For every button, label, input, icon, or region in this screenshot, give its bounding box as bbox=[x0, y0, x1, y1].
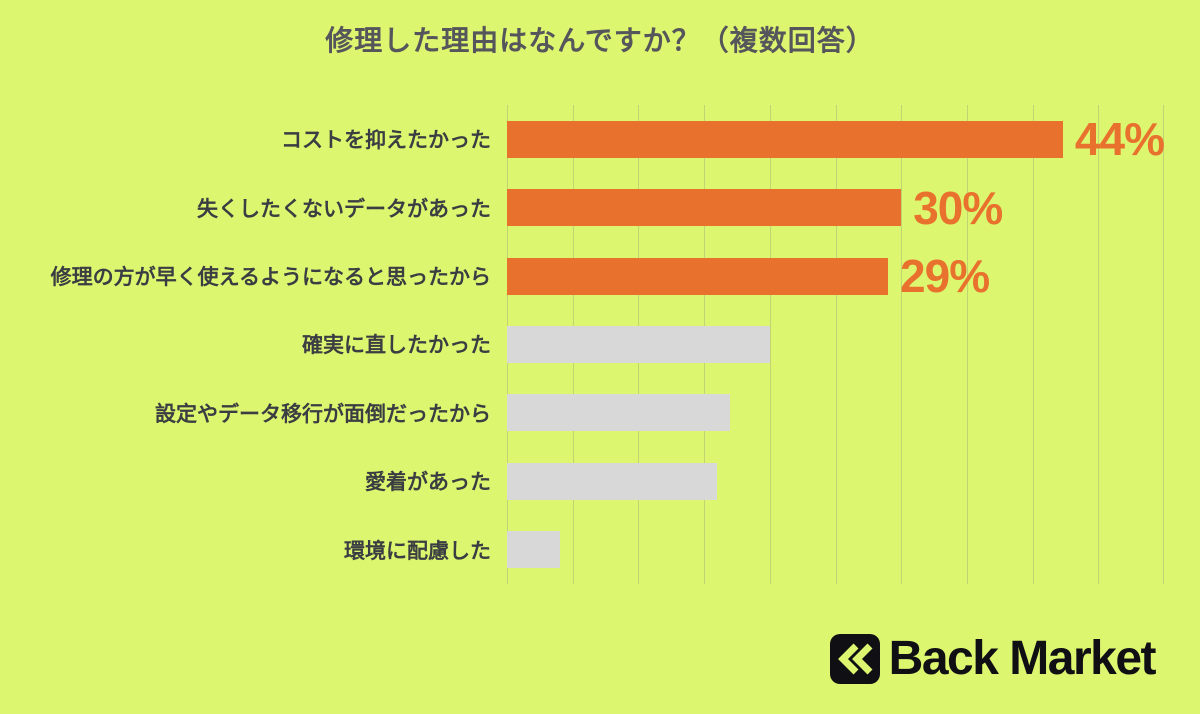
value-label: 44% bbox=[1074, 113, 1165, 166]
chart-title: 修理した理由はなんですか？（複数回答） bbox=[325, 25, 875, 56]
backmarket-logo: Back Market bbox=[829, 632, 1157, 685]
gridline bbox=[1163, 105, 1164, 584]
bar bbox=[507, 325, 770, 363]
chart-rows: コストを抑えたかった 44% 失くしたくないデータがあった 30% 修理の方が早く使える… bbox=[51, 105, 1165, 584]
category-label: 修理の方が早く使えるようになると思ったから bbox=[50, 266, 491, 290]
gridline bbox=[1098, 105, 1100, 584]
category-label: 失くしたくないデータがあった bbox=[197, 197, 491, 221]
bar-chart: コストを抑えたかった 44% 失くしたくないデータがあった 30% 修理の方が早く使える… bbox=[51, 105, 1165, 584]
gridline bbox=[966, 105, 968, 584]
chart-row: コストを抑えたかった 44% bbox=[281, 105, 1165, 173]
chart-row: 失くしたくないデータがあった 30% bbox=[197, 173, 1164, 241]
chart-row: 修理の方が早く使えるようになると思ったから 29% bbox=[51, 242, 1164, 310]
bar bbox=[507, 120, 1063, 158]
gridline bbox=[835, 105, 837, 584]
category-label: 確実に直したかった bbox=[302, 334, 491, 358]
bar bbox=[507, 257, 889, 295]
value-label: 30% bbox=[913, 181, 1003, 234]
bar bbox=[507, 394, 731, 432]
gridline bbox=[769, 105, 771, 584]
category-label: 愛着があった bbox=[365, 471, 491, 495]
logo-text: Back Market bbox=[888, 632, 1157, 685]
bar bbox=[507, 189, 902, 227]
gridline bbox=[901, 105, 903, 584]
bar bbox=[507, 531, 560, 569]
double-chevron-left-icon bbox=[829, 634, 880, 684]
chart-row: 愛着があった bbox=[365, 447, 1164, 515]
value-label: 29% bbox=[900, 250, 990, 303]
chart-row: 環境に配慮した bbox=[344, 516, 1164, 584]
gridline bbox=[1032, 105, 1034, 584]
bar bbox=[507, 462, 718, 500]
category-label: コストを抑えたかった bbox=[281, 129, 491, 153]
chart-row: 確実に直したかった bbox=[302, 310, 1164, 378]
chart-row: 設定やデータ移行が面倒だったから bbox=[155, 379, 1164, 447]
category-label: 設定やデータ移行が面倒だったから bbox=[155, 402, 491, 426]
category-label: 環境に配慮した bbox=[344, 539, 491, 563]
